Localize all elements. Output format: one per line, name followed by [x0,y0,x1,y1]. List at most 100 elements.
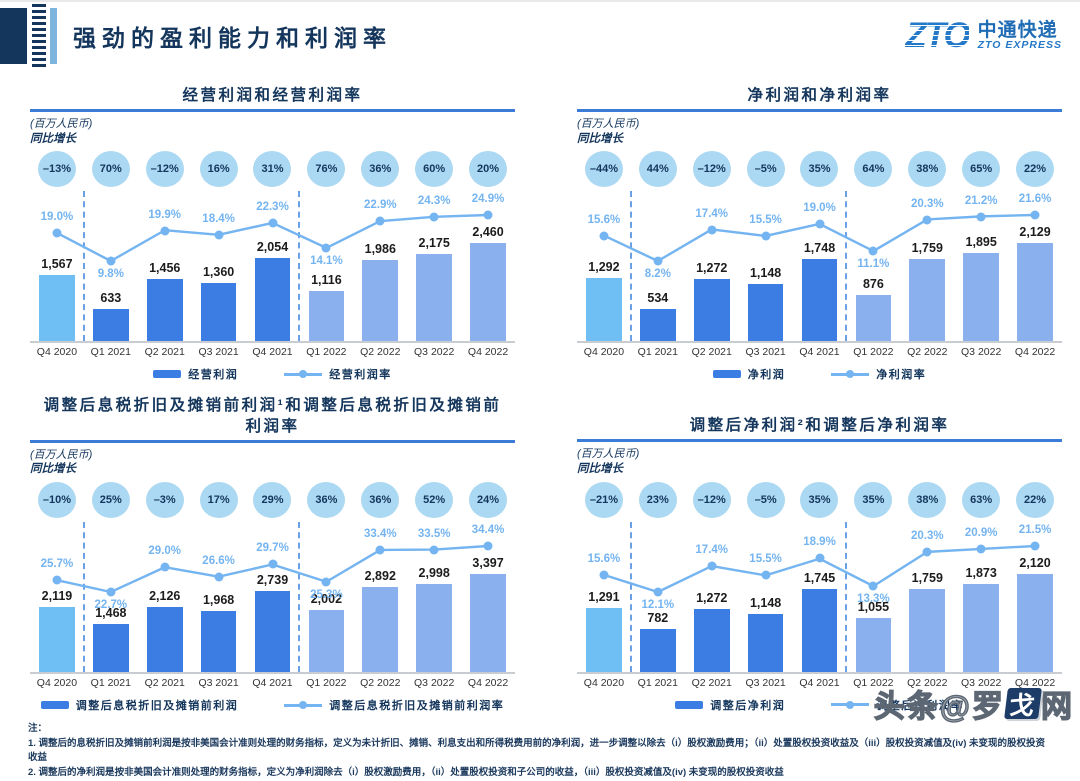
line-value-label: 21.2% [964,194,998,207]
line-point [268,218,277,228]
line-value-label: 33.4% [363,527,397,540]
line-point [653,587,663,597]
line-value-label: 24.3% [417,195,451,208]
bar-q3-2022 [963,583,999,672]
legend-line-label: 调整后净利润率 [876,699,964,712]
plot-area: 1,567 633 1,456 1,360 2,054 1,116 1,986 2,175 2,… [30,191,515,344]
bar-value-label: 3,397 [472,556,504,570]
legend-line-dot-icon [299,370,308,379]
logo-chinese-name: 中通快递 [977,19,1058,41]
bar-q1-2021 [640,309,676,342]
line-value-label: 17.4% [695,207,729,220]
line-value-label: 33.5% [417,527,451,540]
yoy-bubble: 60% [415,151,454,188]
legend-line-label: 经营利润率 [329,369,392,382]
x-axis-label: Q2 2022 [907,676,948,689]
bar-value-label: 1,291 [588,590,620,605]
x-axis-label: Q3 2022 [414,346,455,359]
line-point [106,587,116,597]
line-value-label: 12.1% [641,598,675,611]
legend-bar-swatch [40,701,69,709]
yoy-bubble: 38% [908,151,947,188]
adjusted-net-profit-chart-card: 调整后净利润²和调整后净利润率 (百万人民币) 同比增长 –21% 23% –12%… [577,396,1062,715]
line-value-label: 24.9% [471,193,505,206]
x-axis-labels: Q4 2020 Q1 2021 Q2 2021 Q3 2021 Q4 2021 Q1 20… [577,677,1062,689]
line-point [160,226,170,236]
yoy-bubble: 35% [800,151,839,188]
page-title: 强劲的盈利能力和利润率 [73,25,392,51]
year-separator [82,191,85,342]
bar-value-label: 1,292 [588,259,620,274]
bar-value-label: 1,968 [202,593,235,608]
line-value-label: 25.7% [40,558,74,571]
yoy-bubble: 16% [199,151,238,188]
x-axis-labels: Q4 2020 Q1 2021 Q2 2021 Q3 2021 Q4 2021 Q1 20… [30,346,515,358]
line-point [976,544,986,554]
line-value-label: 20.3% [910,197,944,210]
unit-label: (百万人民币) [577,118,640,130]
zto-wordmark-icon: ZTO [905,16,970,55]
year-separator [845,521,848,672]
bar-value-label: 2,998 [418,566,450,581]
line-value-label: 22.7% [94,599,128,611]
yoy-bubble: –5% [746,151,785,188]
line-point [922,215,932,225]
title-underline [577,109,1062,112]
bar-value-label: 1,272 [696,260,728,275]
bar-value-label: 1,116 [311,273,342,288]
yoy-bubble: –10% [37,482,76,518]
yoy-bubble: 35% [854,481,893,518]
chart-title: 经营利润和经营利润率 [182,86,363,104]
line-value-label: 19.0% [40,211,74,224]
deco-light-bar [50,8,57,64]
line-point [52,575,62,585]
year-separator [298,191,301,342]
x-axis-labels: Q4 2020 Q1 2021 Q2 2021 Q3 2021 Q4 2021 Q1 20… [577,346,1062,358]
x-axis-label: Q3 2021 [198,346,239,359]
yoy-bubble: 64% [854,151,893,188]
yoy-growth-label: 同比增长 [30,132,76,145]
bar-value-label: 1,148 [749,596,782,611]
x-axis-label: Q3 2021 [198,677,239,689]
yoy-bubble: 20% [469,151,508,188]
line-point [707,225,717,235]
chart-title: 调整后净利润²和调整后净利润率 [689,417,950,435]
header-deco-icon [0,4,57,68]
year-separator [82,522,85,672]
legend-line-dot-icon [846,700,855,709]
bar-q4-2020 [586,277,622,342]
line-point [761,570,771,580]
line-value-label: 19.9% [148,208,182,221]
bar-value-label: 1,873 [965,565,997,580]
x-axis-label: Q2 2021 [691,346,732,359]
x-axis-label: Q4 2022 [1014,676,1056,689]
x-axis-label: Q2 2021 [691,676,732,689]
yoy-bubbles-row: –13% 70% –12% 16% 31% 76% 36% 60% 20% [30,151,515,189]
line-value-label: 34.4% [471,524,505,536]
line-value-label: 18.4% [202,213,235,226]
yoy-bubble: –21% [584,481,623,518]
x-axis-label: Q2 2021 [144,677,185,689]
line-point [653,256,663,266]
x-axis-label: Q4 2021 [252,677,293,689]
bar-value-label: 2,126 [149,588,181,603]
bar-q4-2022 [470,243,506,342]
footnote-line: 1. 调整后的息税折旧及摊销前利润是按非美国会计准则处理的财务指标，定义为未计折… [28,737,1046,764]
yoy-bubbles-row: –10% 25% –3% 17% 29% 36% 36% 52% 24% [30,482,515,520]
bar-value-label: 1,759 [911,240,943,255]
yoy-bubbles-row: –21% 23% –12% –5% 35% 35% 38% 63% 22% [577,481,1062,520]
line-value-label: 20.9% [964,526,998,539]
line-value-label: 15.5% [749,214,782,227]
bar-q4-2021 [801,589,838,672]
bar-value-label: 1,759 [911,570,943,585]
bar-q4-2022 [470,574,506,672]
line-point [1030,210,1040,220]
x-axis-label: Q1 2022 [306,677,347,689]
x-axis-labels: Q4 2020 Q1 2021 Q2 2021 Q3 2021 Q4 2021 Q1 20… [30,677,515,689]
yoy-bubble: –5% [746,481,785,518]
chart-title: 净利润和净利润率 [747,86,892,104]
watermark-logo-icon: 戈 [1004,688,1042,720]
legend-line-swatch [831,370,870,379]
legend-bar-label: 调整后净利润 [710,699,786,712]
yoy-bubble: –12% [692,481,731,518]
